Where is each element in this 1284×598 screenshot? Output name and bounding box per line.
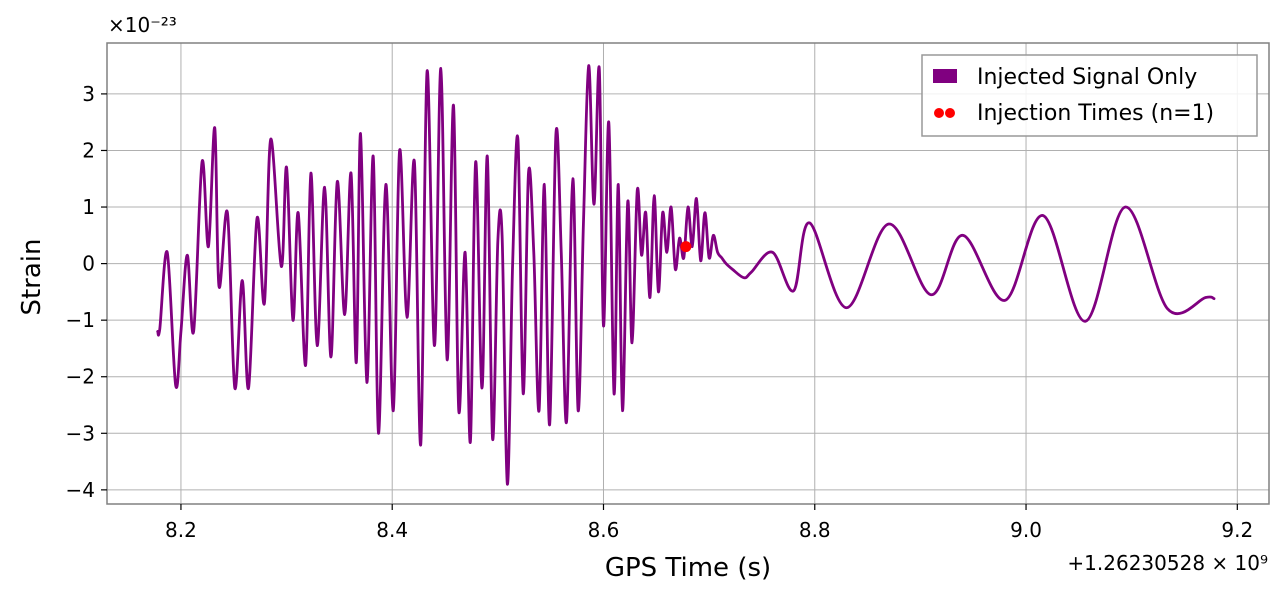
- legend-box: [921, 54, 1258, 137]
- series-line-injected-signal: [156, 64, 1216, 486]
- y-tick-label: −1: [66, 308, 95, 332]
- y-tick-label: 1: [82, 195, 95, 219]
- y-tick-label: −4: [66, 478, 95, 502]
- x-offset-label: +1.26230528 × 10⁹: [1067, 551, 1268, 575]
- y-tick-label: 2: [82, 138, 95, 162]
- x-tick-label: 9.0: [1010, 518, 1042, 542]
- plot-frame: [106, 42, 1270, 505]
- y-ticks: −4 −3 −2 −1 0 1 2 3: [66, 82, 107, 502]
- series-layer: [156, 64, 1216, 486]
- x-tick-label: 8.8: [799, 518, 831, 542]
- injection-time-marker: [680, 241, 692, 253]
- y-multiplier-label: ×10⁻²³: [108, 13, 177, 37]
- legend-marker-dot-1: [934, 108, 944, 118]
- x-tick-label: 8.6: [588, 518, 620, 542]
- x-axis-label: GPS Time (s): [605, 553, 771, 583]
- legend: Injected Signal Only Injection Times (n=…: [921, 54, 1258, 137]
- legend-label-signal: Injected Signal Only: [977, 65, 1197, 90]
- y-axis-label: Strain: [17, 238, 47, 315]
- x-tick-label: 9.2: [1221, 518, 1253, 542]
- x-tick-label: 8.2: [165, 518, 197, 542]
- x-ticks: 8.2 8.4 8.6 8.8 9.0 9.2: [165, 504, 1253, 542]
- y-tick-label: 3: [82, 82, 95, 106]
- legend-label-injections: Injection Times (n=1): [977, 101, 1214, 126]
- y-tick-label: −3: [66, 421, 95, 445]
- marker-layer: [680, 241, 692, 253]
- x-tick-label: 8.4: [376, 518, 408, 542]
- legend-swatch-signal: [933, 69, 957, 83]
- legend-marker-dot-2: [945, 108, 955, 118]
- y-tick-label: −2: [66, 365, 95, 389]
- y-tick-label: 0: [82, 252, 95, 276]
